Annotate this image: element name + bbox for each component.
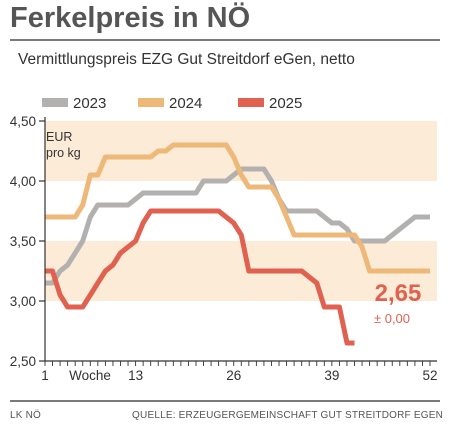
y-tick-label: 3,50 bbox=[10, 234, 36, 249]
x-tick-label: 52 bbox=[422, 368, 437, 383]
y-tick-label: 2,50 bbox=[10, 354, 36, 369]
y-tick-label: 4,50 bbox=[10, 114, 36, 129]
current-price-value: 2,65 bbox=[375, 280, 422, 307]
x-tick-label: 39 bbox=[324, 368, 339, 383]
series-lines bbox=[45, 142, 430, 346]
x-tick-label: 26 bbox=[226, 368, 241, 383]
series-line-2025 bbox=[45, 208, 355, 346]
x-tick-label: 13 bbox=[128, 368, 143, 383]
footer-source-left: LK NÖ bbox=[10, 410, 42, 421]
title-rule bbox=[10, 39, 440, 41]
footer-source: QUELLE: ERZEUGERGEMEINSCHAFT GUT STREITD… bbox=[132, 410, 443, 421]
legend-swatch-2024 bbox=[138, 98, 164, 107]
legend-label-2025: 2025 bbox=[269, 95, 302, 112]
footer-rule bbox=[10, 400, 440, 402]
y-tick-label: 3,00 bbox=[10, 294, 36, 309]
legend-label-2024: 2024 bbox=[169, 95, 202, 112]
page-title: Ferkelpreis in NÖ bbox=[10, 2, 251, 34]
page-subtitle: Vermittlungspreis EZG Gut Streitdorf eGe… bbox=[18, 51, 355, 68]
legend-swatch-2025 bbox=[238, 98, 264, 107]
y-axis-label-unit: pro kg bbox=[46, 146, 81, 160]
x-axis-label: Woche bbox=[69, 368, 111, 383]
current-price-change: ± 0,00 bbox=[374, 311, 410, 326]
legend-label-2023: 2023 bbox=[73, 95, 106, 112]
y-axis-label: EUR bbox=[46, 130, 72, 144]
x-tick-label: 1 bbox=[41, 368, 49, 383]
legend: 2023 2024 2025 bbox=[42, 95, 302, 112]
legend-swatch-2023 bbox=[42, 98, 68, 107]
y-tick-label: 4,00 bbox=[10, 174, 36, 189]
series-line-2024 bbox=[45, 142, 430, 274]
axes: 2,50 3,00 3,50 4,00 4,50 1 13 26 39 52 Woche bbox=[10, 114, 438, 383]
